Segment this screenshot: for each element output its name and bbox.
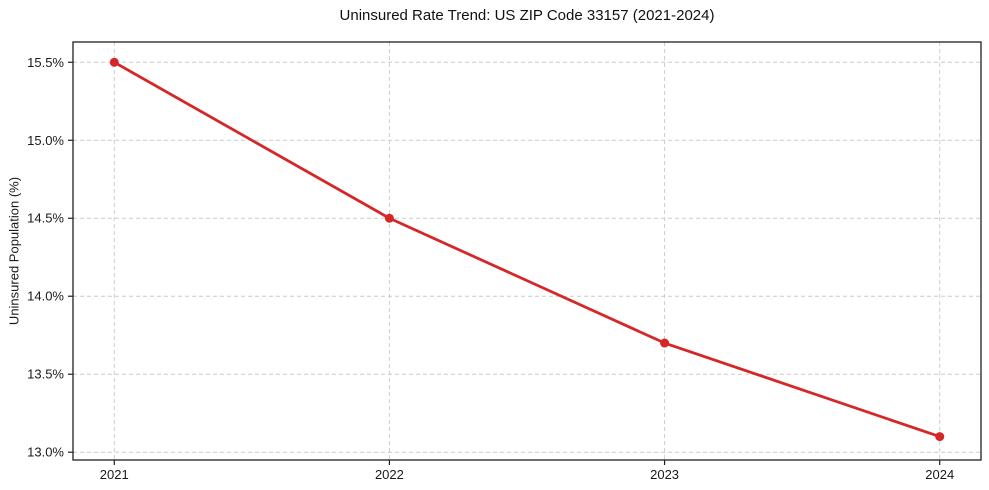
axes-spines xyxy=(72,41,982,461)
data-point-marker xyxy=(384,213,394,223)
x-tick-label: 2022 xyxy=(375,467,404,482)
y-tick-label: 14.5% xyxy=(27,211,64,226)
y-tick-label: 13.0% xyxy=(27,445,64,460)
y-tick-label: 15.0% xyxy=(27,133,64,148)
data-point-marker xyxy=(660,338,670,348)
data-point-marker xyxy=(935,432,945,442)
chart-title: Uninsured Rate Trend: US ZIP Code 33157 … xyxy=(339,7,715,24)
x-tick-label: 2024 xyxy=(925,467,954,482)
x-tick-label: 2021 xyxy=(100,467,129,482)
data-point-marker xyxy=(109,57,119,67)
y-tick-label: 13.5% xyxy=(27,367,64,382)
trend-line xyxy=(112,60,942,439)
y-tick-label: 15.5% xyxy=(27,55,64,70)
y-tick-label: 14.0% xyxy=(27,289,64,304)
x-tick-label: 2023 xyxy=(650,467,679,482)
